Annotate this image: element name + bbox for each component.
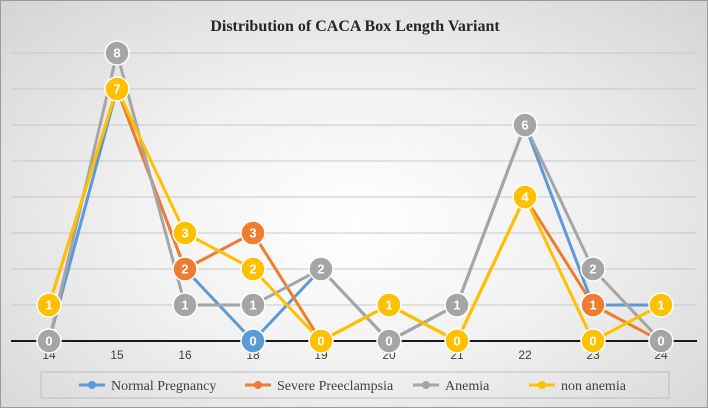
data-label-bubble xyxy=(648,292,674,318)
legend-marker xyxy=(422,381,430,389)
data-label: 1 xyxy=(385,298,392,313)
data-label: 7 xyxy=(113,82,120,97)
legend-marker xyxy=(254,381,262,389)
data-label: 0 xyxy=(317,334,324,349)
series-line-2 xyxy=(47,51,663,343)
data-label-bubble xyxy=(376,292,402,318)
data-label: 2 xyxy=(181,262,188,277)
data-label-bubble xyxy=(240,292,266,318)
data-label: 2 xyxy=(249,262,256,277)
data-label-bubble xyxy=(580,256,606,282)
legend-label: Normal Pregnancy xyxy=(111,379,216,394)
data-label-bubble xyxy=(104,76,130,102)
data-label: 1 xyxy=(45,298,52,313)
legend: Normal Pregnancy Severe Preeclampsia Anemi… xyxy=(40,371,670,399)
data-label-bubble xyxy=(308,256,334,282)
chart-title: Distribution of CACA Box Length Variant xyxy=(210,18,500,35)
data-label: 2 xyxy=(317,262,324,277)
data-label-bubble xyxy=(104,40,130,66)
legend-marker xyxy=(88,381,96,389)
data-label-bubble xyxy=(240,328,266,354)
data-label-bubble xyxy=(580,328,606,354)
data-label: 2 xyxy=(589,262,596,277)
data-label: 0 xyxy=(45,334,52,349)
data-labels: 0 8 1 1 2 0 1 6 2 0 2 3 1 0 1 7 3 2 0 1 0 4 0 1 xyxy=(36,40,674,354)
data-label: 1 xyxy=(453,298,460,313)
data-label-bubble xyxy=(172,256,198,282)
data-label-bubble xyxy=(512,184,538,210)
data-label: 1 xyxy=(589,298,596,313)
data-label-bubble xyxy=(308,328,334,354)
data-label: 0 xyxy=(249,334,256,349)
data-label-bubble xyxy=(444,328,470,354)
series-line-3 xyxy=(47,87,662,343)
data-label-bubble xyxy=(240,220,266,246)
data-label-bubble xyxy=(444,292,470,318)
data-label: 6 xyxy=(521,118,528,133)
legend-box xyxy=(40,371,670,399)
data-label: 1 xyxy=(181,298,188,313)
data-label-bubble xyxy=(240,256,266,282)
data-label-bubble xyxy=(376,328,402,354)
legend-marker xyxy=(538,381,546,389)
data-label: 0 xyxy=(453,334,460,349)
x-tick-label: 15 xyxy=(110,348,124,362)
x-tick-label: 16 xyxy=(178,348,192,362)
data-label: 0 xyxy=(385,334,392,349)
data-label: 8 xyxy=(113,46,120,61)
data-label: 3 xyxy=(181,226,188,241)
data-label-bubble xyxy=(172,220,198,246)
data-label-bubble xyxy=(648,328,674,354)
data-label-bubble xyxy=(172,292,198,318)
legend-label: Severe Preeclampsia xyxy=(277,379,394,394)
data-label-bubble xyxy=(36,328,62,354)
data-label: 1 xyxy=(657,298,664,313)
legend-label: Anemia xyxy=(445,379,490,394)
legend-label: non anemia xyxy=(561,379,627,394)
data-label: 4 xyxy=(521,190,529,205)
data-label-bubble xyxy=(580,292,606,318)
data-label: 0 xyxy=(657,334,664,349)
x-tick-label: 22 xyxy=(518,348,532,362)
data-label: 1 xyxy=(249,298,256,313)
data-label-bubble xyxy=(36,292,62,318)
data-label: 0 xyxy=(589,334,596,349)
data-label: 3 xyxy=(249,226,256,241)
data-label-bubble xyxy=(512,112,538,138)
